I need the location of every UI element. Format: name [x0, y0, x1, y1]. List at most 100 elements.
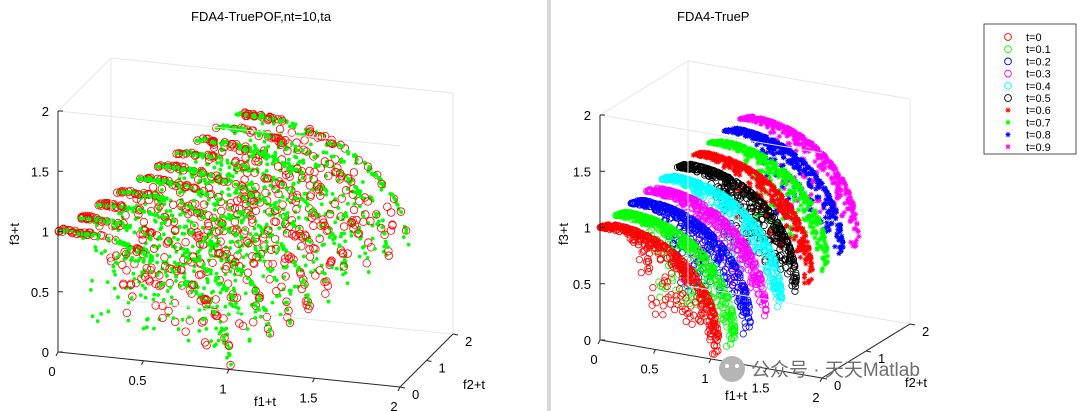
left-point-green-dot [192, 269, 196, 274]
right-point-star [721, 144, 727, 150]
left-point-green-dot [276, 247, 281, 251]
right-point-star [848, 239, 854, 245]
left-point-green-dot [380, 225, 385, 230]
left-point-green-dot [130, 255, 135, 260]
right-point-star [839, 213, 846, 219]
left-point-green-dot [317, 233, 322, 238]
left-point-green-dot [231, 286, 236, 291]
right-point-star [800, 247, 807, 254]
left-point-red-circle [309, 152, 318, 161]
left-point-red-circle [151, 301, 160, 310]
right-point-star [805, 170, 811, 177]
left-point-green-dot [126, 206, 131, 211]
left-point-green-dot [220, 287, 225, 292]
left-point-green-dot [62, 229, 67, 234]
right-point-star [813, 176, 820, 182]
right-point-star [739, 148, 745, 154]
left-point-red-circle [263, 174, 273, 183]
right-point-circle [689, 165, 697, 173]
right-point-star [819, 246, 826, 252]
right-point-circle [757, 235, 765, 244]
right-point-star [763, 212, 769, 218]
left-point-green-dot [228, 178, 233, 183]
left-point-red-circle [336, 140, 345, 150]
left-y-tick-label: 2 [465, 334, 472, 349]
right-point-star [774, 140, 780, 146]
right-point-star [800, 226, 806, 232]
right-point-star [767, 166, 773, 172]
left-point-green-dot [152, 326, 156, 331]
left-point-red-circle [225, 203, 235, 212]
right-point-star [834, 222, 840, 228]
right-point-star [849, 198, 855, 205]
left-point-green-dot [257, 116, 262, 121]
right-point-star [770, 164, 776, 170]
left-point-green-dot [136, 177, 141, 182]
left-z-tick-label: 0.5 [31, 285, 49, 300]
right-point-star [823, 189, 829, 195]
left-point-green-dot [285, 197, 290, 202]
left-point-red-circle [307, 213, 316, 222]
right-point-star [826, 201, 832, 207]
left-point-green-dot [227, 165, 232, 170]
right-point-star [797, 247, 803, 254]
right-point-star [760, 149, 766, 155]
left-point-red-circle [152, 231, 162, 240]
left-point-red-circle [153, 204, 163, 213]
right-point-star [839, 233, 845, 239]
right-point-star [847, 218, 853, 224]
right-point-star [697, 153, 703, 159]
left-point-green-dot [291, 167, 296, 172]
left-point-green-dot [204, 327, 209, 331]
left-point-green-dot [145, 317, 150, 321]
left-point-green-dot [142, 257, 146, 262]
left-point-green-dot [148, 194, 153, 199]
right-point-star [774, 123, 780, 130]
right-point-star [852, 211, 859, 217]
right-point-star [758, 170, 764, 176]
left-point-red-circle [122, 266, 131, 275]
right-point-circle [750, 192, 758, 200]
left-point-green-dot [268, 269, 273, 274]
left-point-green-dot [262, 307, 267, 312]
right-point-circle [766, 228, 775, 236]
left-point-green-dot [210, 179, 215, 184]
left-point-green-dot [243, 129, 247, 134]
left-point-green-dot [385, 245, 390, 249]
left-point-green-dot [172, 167, 176, 171]
right-point-star [808, 166, 814, 172]
right-point-star [768, 169, 774, 175]
right-point-star [848, 201, 854, 207]
left-point-green-dot [186, 255, 191, 259]
left-point-green-dot [367, 165, 372, 169]
right-point-star [832, 171, 838, 177]
left-point-green-dot [202, 235, 207, 240]
right-point-star [810, 177, 816, 183]
right-point-star [763, 188, 769, 194]
right-point-star [850, 243, 856, 249]
left-point-green-dot [277, 119, 282, 124]
left-point-green-dot [226, 171, 231, 176]
left-point-green-dot [234, 301, 238, 305]
right-point-circle [705, 172, 713, 180]
left-point-green-dot [355, 230, 360, 235]
left-point-green-dot [172, 260, 177, 265]
right-point-star [804, 256, 811, 263]
right-point-star [745, 117, 751, 123]
left-point-green-dot [105, 280, 110, 285]
left-point-red-circle [187, 258, 196, 267]
left-x-tick-label: 1.5 [299, 390, 317, 405]
left-point-green-dot [313, 162, 318, 167]
left-point-red-circle [324, 171, 333, 181]
right-point-star [836, 237, 842, 243]
left-point-green-dot [156, 293, 161, 297]
right-point-circle [772, 237, 780, 245]
right-point-circle [693, 168, 701, 176]
left-point-green-dot [314, 257, 319, 261]
left-point-green-dot [165, 289, 170, 293]
right-point-star [770, 186, 776, 193]
right-point-circle [738, 215, 747, 223]
left-point-green-dot [279, 141, 283, 146]
right-point-star [793, 214, 799, 220]
right-point-star [721, 164, 727, 171]
